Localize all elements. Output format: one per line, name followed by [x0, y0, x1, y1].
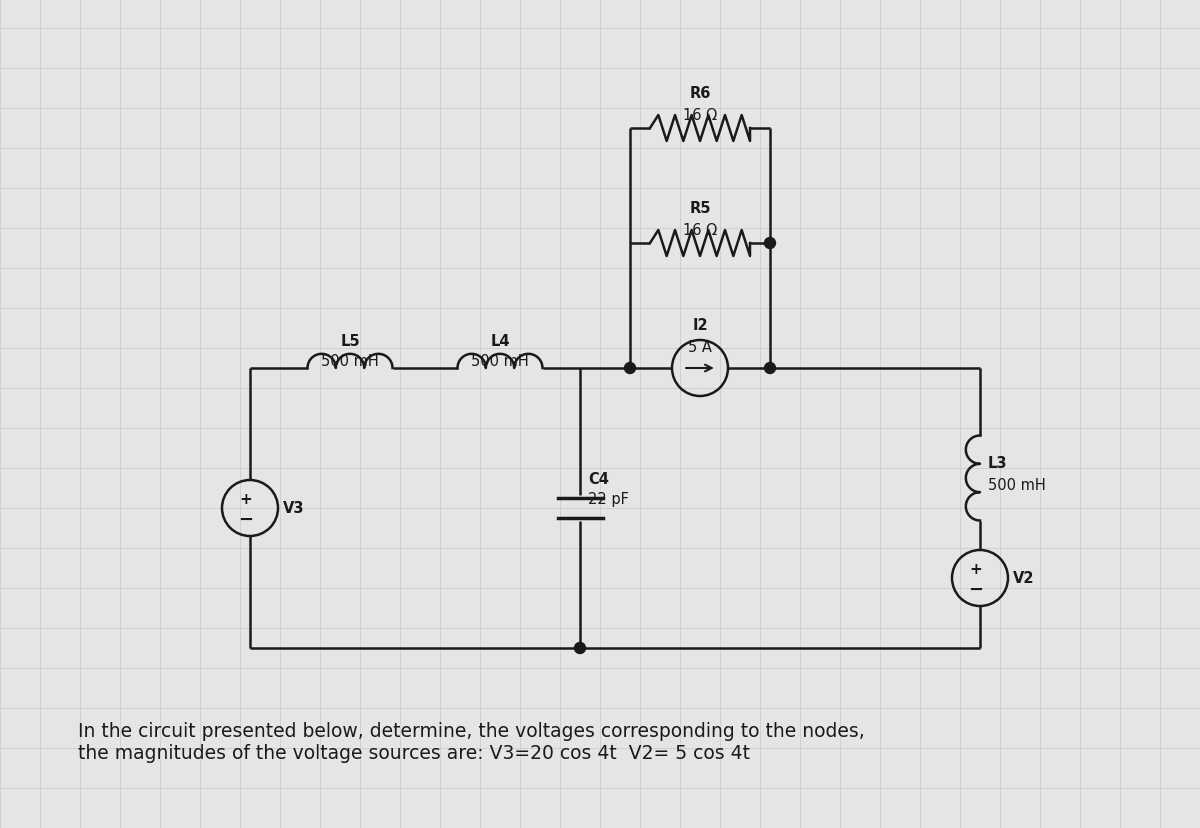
Text: L3: L3 — [988, 456, 1008, 471]
Text: 16 Ω: 16 Ω — [683, 223, 718, 238]
Text: −: − — [239, 510, 253, 528]
Text: V2: V2 — [1013, 570, 1034, 585]
Text: 500 mH: 500 mH — [472, 354, 529, 368]
Text: 16 Ω: 16 Ω — [683, 108, 718, 123]
Text: 22 pF: 22 pF — [588, 491, 629, 507]
Text: In the circuit presented below, determine, the voltages corresponding to the nod: In the circuit presented below, determin… — [78, 721, 865, 762]
Text: C4: C4 — [588, 471, 608, 486]
Text: +: + — [240, 492, 252, 507]
Text: R5: R5 — [689, 200, 710, 216]
Circle shape — [624, 363, 636, 374]
Text: L4: L4 — [491, 334, 510, 349]
Text: −: − — [968, 580, 984, 599]
Text: 500 mH: 500 mH — [322, 354, 379, 368]
Circle shape — [764, 363, 775, 374]
Text: L5: L5 — [340, 334, 360, 349]
Text: +: + — [970, 562, 983, 577]
Circle shape — [764, 238, 775, 249]
Text: 500 mH: 500 mH — [988, 478, 1045, 493]
Circle shape — [575, 643, 586, 654]
Text: R6: R6 — [689, 86, 710, 101]
Text: 5 A: 5 A — [688, 339, 712, 354]
Text: V3: V3 — [283, 501, 305, 516]
Text: I2: I2 — [692, 318, 708, 333]
